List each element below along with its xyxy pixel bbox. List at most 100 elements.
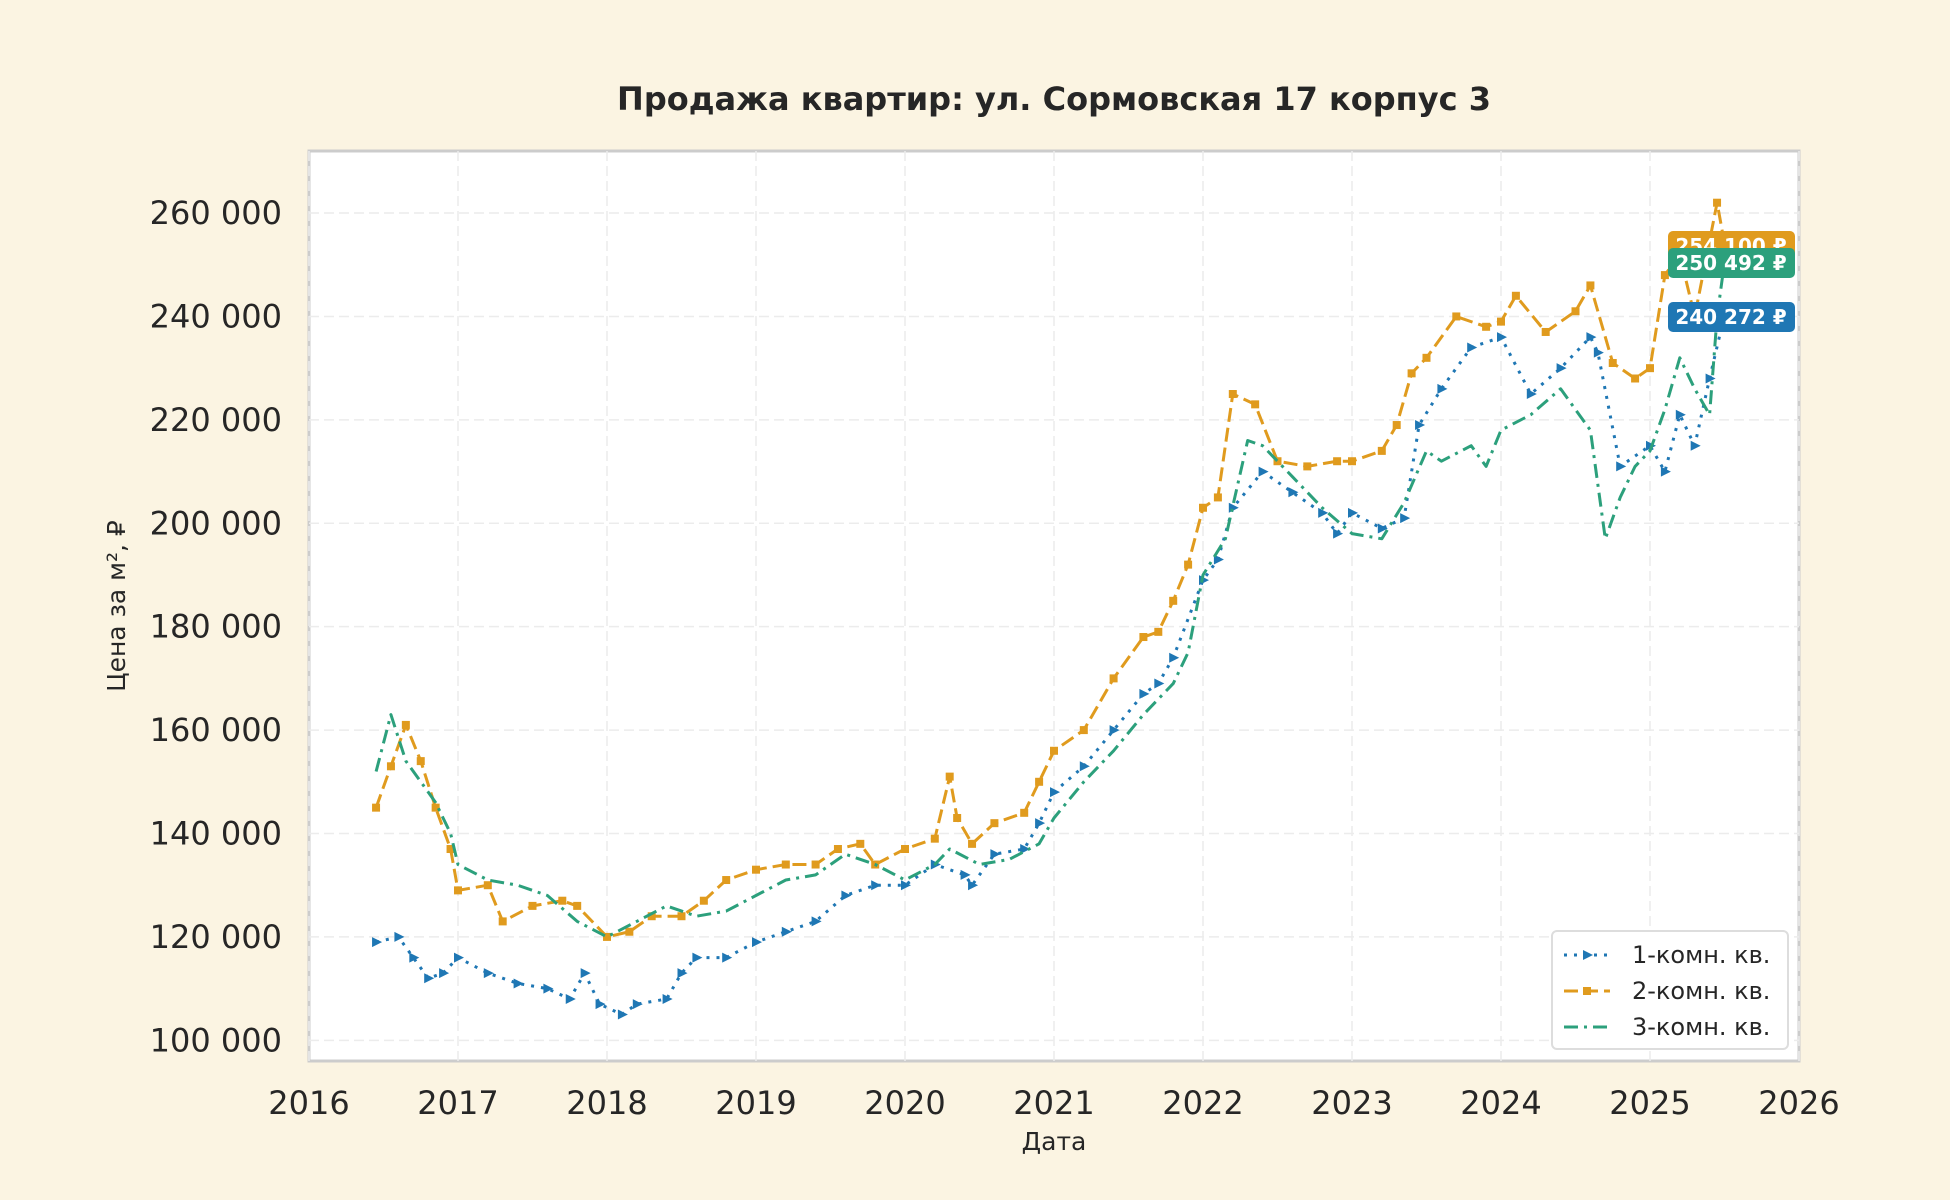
x-tick-label-10: 2026 [1758,1084,1839,1122]
series-2-point-27 [953,813,962,822]
series-2-point-33 [1079,726,1088,735]
series-layer [372,198,1731,1020]
series-2-point-21 [833,845,842,854]
series-1-point-48 [1467,342,1478,353]
series-1-point-15 [677,968,688,979]
series-1-point-49 [1497,332,1507,343]
x-tick-label-0: 2016 [268,1084,349,1122]
series-1-point-6 [483,968,494,979]
series-1-point-34 [1154,678,1165,689]
series-2-point-59 [1631,374,1640,383]
legend-label-2: 2-комн. кв. [1632,977,1770,1005]
y-axis: 100 000 120 000 140 000 160 000 180 000 200 0… [150,194,282,1059]
chart-title: Продажа квартир: ул. Сормовская 17 корпу… [617,80,1491,118]
series-2-point-47 [1377,446,1386,455]
series-2-point-0 [372,803,381,812]
series-2-point-54 [1511,291,1520,300]
legend-items: 1-комн. кв. 2-комн. кв. 3-комн. кв. [1564,941,1770,1041]
series-2-point-53 [1497,317,1505,326]
series-2-point-25 [930,834,939,843]
series-2-point-61 [1660,271,1669,280]
y-tick-label-6: 220 000 [150,401,282,439]
series-2-point-44 [1303,462,1312,471]
series-1-point-1 [394,931,405,942]
series-2-point-48 [1392,421,1401,430]
series-1-point-37 [1213,554,1224,565]
series-1-point-9 [565,993,576,1004]
series-1-point-40 [1288,487,1299,498]
end-label-3: 240 272 ₽ [1668,302,1795,332]
series-2-point-4 [431,803,440,812]
y-tick-label-0: 100 000 [150,1021,282,1059]
grid [308,151,1800,1061]
series-1-point-20 [811,916,822,927]
series-2-point-7 [483,881,492,890]
series-1-point-5 [454,952,464,963]
x-tick-label-3: 2019 [715,1084,796,1122]
x-tick-label-6: 2022 [1162,1084,1243,1122]
series-2-point-31 [1035,777,1044,786]
series-1-point-51 [1556,363,1567,374]
series-2-point-26 [945,772,954,781]
series-2-point-28 [968,839,977,848]
x-tick-label-1: 2017 [417,1084,498,1122]
series-2-point-14 [647,912,656,921]
series-2-point-58 [1608,358,1617,367]
series-1-point-30 [1050,787,1060,798]
x-tick-label-7: 2023 [1311,1084,1392,1122]
series-1-point-31 [1079,761,1090,772]
series-1-point-33 [1139,688,1150,699]
series-2-point-20 [811,860,820,869]
series-2-point-34 [1109,674,1118,683]
end-labels: 254 100 ₽250 492 ₽240 272 ₽ [1668,231,1795,332]
series-1-point-50 [1526,389,1537,400]
series-2-point-29 [990,819,999,828]
series-1-point-2 [409,952,420,963]
series-1-point-4 [439,968,450,979]
series-2-point-13 [625,927,634,936]
series-2-point-35 [1139,633,1148,642]
series-2-point-24 [901,845,909,854]
x-tick-label-8: 2024 [1460,1084,1541,1122]
series-2-point-50 [1422,353,1431,362]
series-2-point-51 [1452,312,1461,321]
series-1-point-39 [1258,466,1269,477]
series-1-point-10 [580,968,591,979]
series-1-point-17 [722,952,733,963]
legend-box [1551,930,1789,1050]
y-tick-label-3: 160 000 [150,711,282,749]
series-2-point-6 [454,886,462,895]
series-1 [372,310,1731,1020]
series-1-point-26 [968,880,979,891]
series-1-point-32 [1109,725,1120,736]
series-1-point-58 [1690,440,1701,451]
series-2-point-60 [1646,364,1654,373]
series-1-point-45 [1400,513,1411,524]
series-2-point-11 [573,901,582,910]
series-1-point-29 [1035,818,1046,829]
series-1-point-12 [617,1009,628,1020]
y-tick-label-5: 200 000 [150,504,282,542]
series-1-point-23 [901,880,911,891]
series-1-point-59 [1705,373,1716,384]
series-1-point-3 [424,973,435,984]
series-1-point-46 [1415,420,1426,431]
series-1-point-56 [1660,466,1671,477]
series-2-point-57 [1586,281,1595,290]
series-2-point-41 [1228,390,1237,399]
series-2-point-32 [1050,746,1058,755]
series-2-point-46 [1348,457,1356,466]
series-1-point-22 [871,880,882,891]
series-1-point-43 [1348,507,1358,518]
series-2-point-1 [386,762,395,771]
series-2-point-37 [1169,596,1178,605]
series-2-point-22 [856,839,865,848]
series-1-point-41 [1318,507,1329,518]
series-1-point-35 [1169,652,1180,663]
series-2-point-40 [1213,493,1222,502]
series-1-point-13 [632,999,643,1010]
series-2-point-39 [1199,503,1207,512]
y-tick-label-2: 140 000 [150,815,282,853]
series-1-point-19 [781,926,792,937]
